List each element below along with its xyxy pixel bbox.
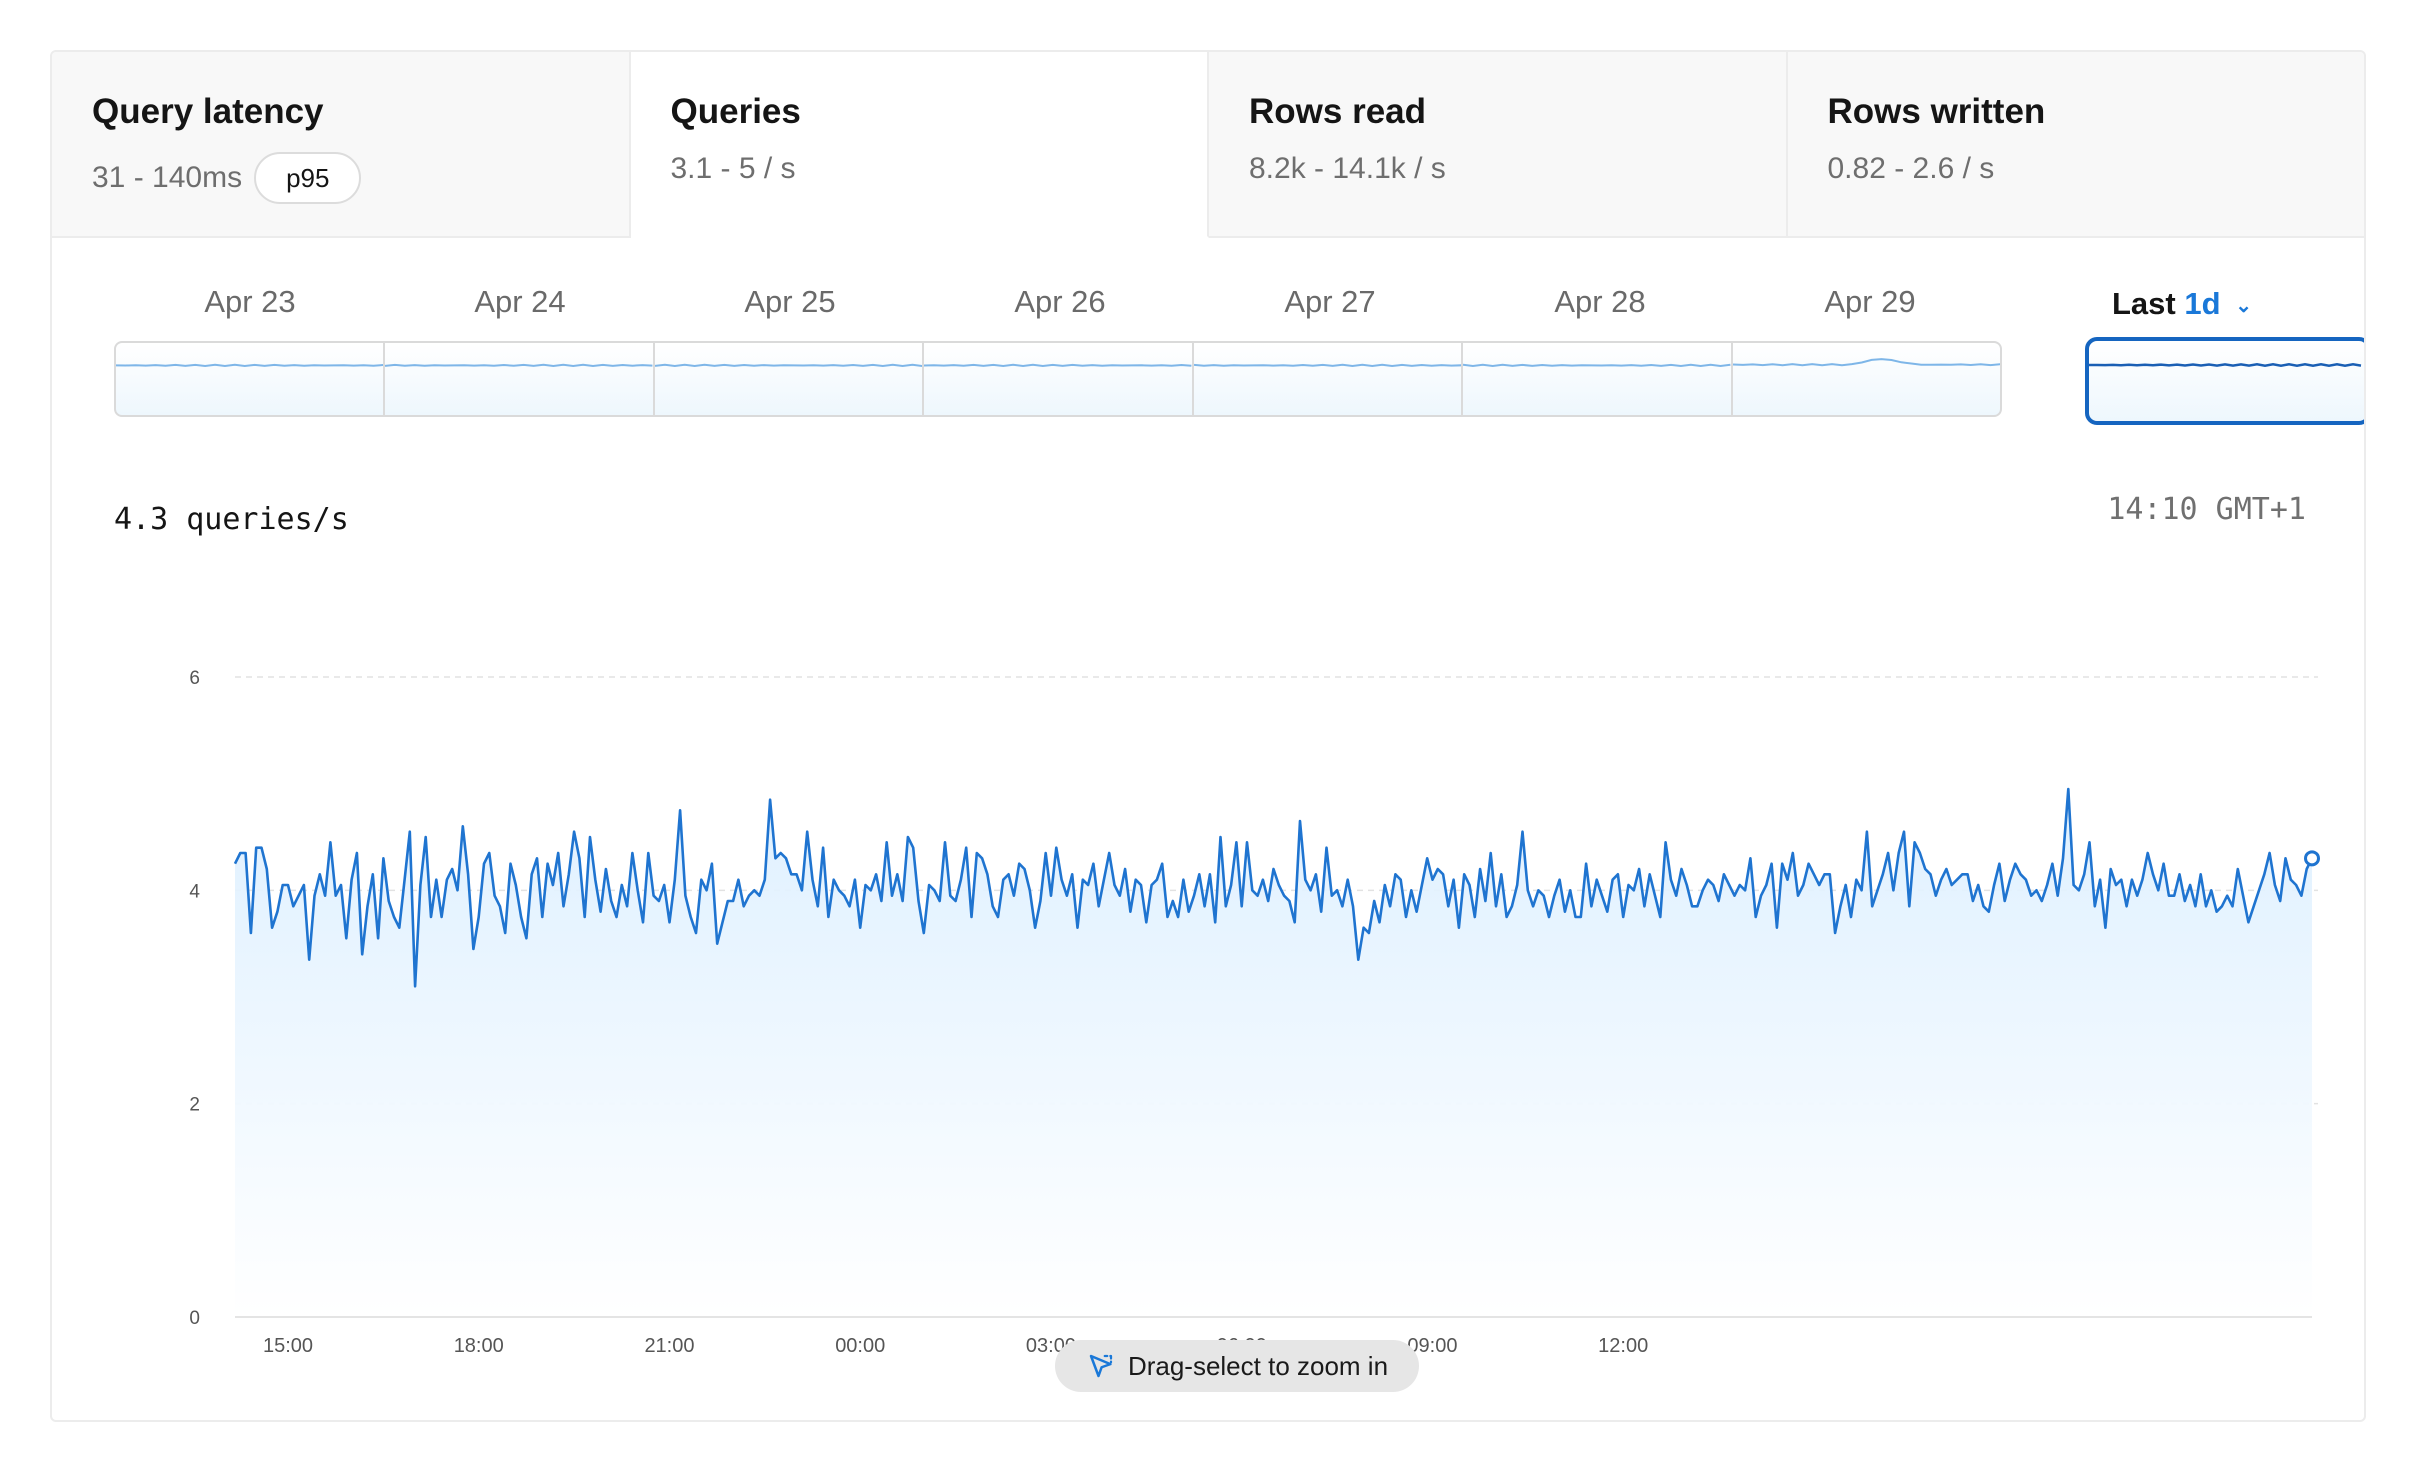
series-area bbox=[235, 789, 2312, 1317]
tab-subtitle: 31 - 140ms p95 bbox=[92, 152, 362, 204]
day-label: Apr 27 bbox=[1284, 284, 1376, 319]
day-label: Apr 28 bbox=[1554, 284, 1646, 319]
day-overview-segment[interactable] bbox=[654, 343, 925, 415]
x-tick-label: 00:00 bbox=[835, 1335, 885, 1357]
hover-point bbox=[2304, 850, 2320, 867]
tab-title: Query latency bbox=[92, 92, 324, 131]
day-overview-segment[interactable] bbox=[116, 343, 386, 415]
y-tick-label: 4 bbox=[189, 881, 200, 902]
day-sparkline bbox=[924, 363, 1192, 368]
day-overview-strip bbox=[114, 341, 2002, 417]
tab-rows-written[interactable]: Rows written 0.82 - 2.6 / s bbox=[1787, 52, 2364, 238]
x-tick-label: 15:00 bbox=[263, 1335, 313, 1357]
y-tick-label: 6 bbox=[189, 668, 200, 689]
tab-range: 31 - 140ms bbox=[92, 161, 243, 194]
day-label: Apr 25 bbox=[744, 284, 836, 319]
tab-subtitle: 8.2k - 14.1k / s bbox=[1249, 152, 1446, 185]
cursor-select-icon bbox=[1089, 1354, 1113, 1378]
range-value: 1d bbox=[2184, 286, 2221, 321]
tab-title: Rows read bbox=[1249, 92, 1426, 131]
day-overview-segment[interactable] bbox=[1463, 343, 1733, 415]
day-overview-segment[interactable] bbox=[1193, 343, 1464, 415]
metric-tabs: Query latency 31 - 140ms p95 Queries 3.1… bbox=[52, 52, 2364, 240]
last-day-sparkline bbox=[2089, 363, 2362, 367]
x-tick-label: 12:00 bbox=[1598, 1335, 1648, 1357]
day-sparkline bbox=[654, 363, 923, 368]
day-overview-segment[interactable] bbox=[1732, 343, 2000, 415]
day-label: Apr 23 bbox=[204, 284, 296, 319]
day-sparkline bbox=[1193, 363, 1462, 368]
tab-subtitle: 3.1 - 5 / s bbox=[670, 152, 796, 185]
x-tick-label: 18:00 bbox=[454, 1335, 504, 1357]
x-tick-label: 09:00 bbox=[1407, 1335, 1457, 1357]
hover-time: 14:10 GMT+1 bbox=[2107, 492, 2306, 527]
y-tick-label: 0 bbox=[189, 1308, 200, 1329]
day-label: Apr 29 bbox=[1824, 284, 1916, 319]
day-sparkline bbox=[116, 363, 384, 368]
day-sparkline bbox=[1463, 363, 1731, 368]
tab-subtitle: 0.82 - 2.6 / s bbox=[1827, 152, 1995, 185]
tab-queries[interactable]: Queries 3.1 - 5 / s bbox=[630, 52, 1209, 238]
day-label: Apr 26 bbox=[1014, 284, 1106, 319]
tab-title: Queries bbox=[670, 92, 801, 131]
day-overview-segment[interactable] bbox=[385, 343, 655, 415]
tab-title: Rows written bbox=[1827, 92, 2046, 131]
range-dropdown[interactable]: Last 1d ⌄ bbox=[2112, 286, 2252, 322]
metrics-card: Query latency 31 - 140ms p95 Queries 3.1… bbox=[50, 50, 2366, 1422]
last-day-overview[interactable] bbox=[2085, 337, 2364, 425]
hover-value: 4.3 queries/s bbox=[114, 502, 349, 537]
tab-rows-read[interactable]: Rows read 8.2k - 14.1k / s bbox=[1209, 52, 1788, 238]
tab-query-latency[interactable]: Query latency 31 - 140ms p95 bbox=[52, 52, 631, 238]
day-sparkline bbox=[385, 363, 653, 368]
range-prefix: Last bbox=[2112, 286, 2176, 321]
day-overview-segment[interactable] bbox=[924, 343, 1194, 415]
day-label: Apr 24 bbox=[474, 284, 566, 319]
y-tick-label: 2 bbox=[189, 1095, 200, 1116]
drag-zoom-label: Drag-select to zoom in bbox=[1127, 1350, 1389, 1381]
chevron-down-icon: ⌄ bbox=[2235, 295, 2252, 318]
percentile-badge[interactable]: p95 bbox=[254, 152, 362, 204]
series-line bbox=[233, 787, 2314, 988]
day-sparkline bbox=[1732, 358, 2000, 367]
drag-zoom-hint[interactable]: Drag-select to zoom in bbox=[1055, 1340, 1419, 1392]
x-tick-label: 21:00 bbox=[644, 1335, 694, 1357]
queries-chart[interactable]: 024615:0018:0021:0000:0003:0006:0009:001… bbox=[52, 612, 2366, 1372]
